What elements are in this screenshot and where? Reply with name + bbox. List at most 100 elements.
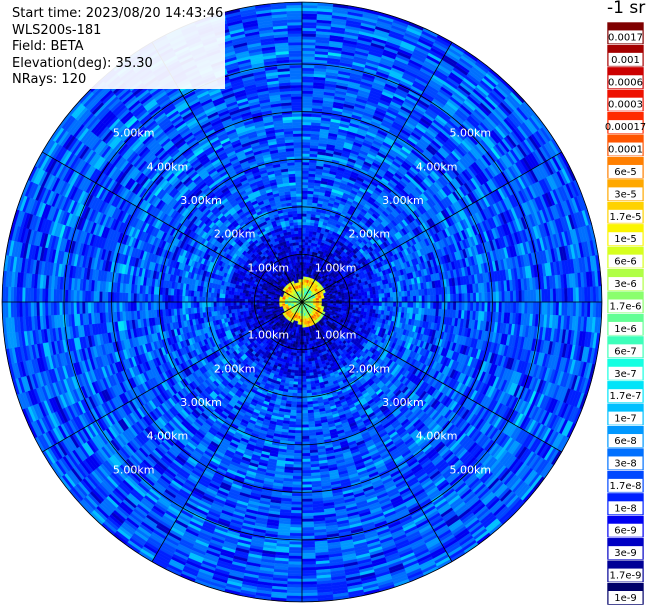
field-cell (544, 289, 547, 302)
field-cell (465, 302, 468, 311)
field-cell (465, 293, 468, 302)
field-cell (302, 216, 306, 219)
field-cell (562, 302, 565, 316)
field-cell (302, 22, 317, 25)
field-cell (302, 239, 305, 242)
field-cell (416, 296, 419, 302)
field-cell (476, 293, 479, 302)
field-cell (482, 292, 485, 302)
field-cell (402, 297, 405, 302)
field-cell (302, 119, 312, 122)
field-cell (359, 302, 362, 305)
field-cell (584, 302, 587, 317)
field-cell (530, 290, 533, 302)
field-cell (519, 302, 522, 314)
field-cell (302, 134, 311, 137)
field-cell (396, 302, 399, 307)
field-cell (376, 294, 379, 298)
field-cell (573, 288, 576, 302)
field-cell (382, 298, 385, 302)
field-cell (487, 302, 490, 312)
field-cell (359, 305, 362, 308)
field-cell (368, 298, 371, 302)
field-cell (365, 302, 368, 305)
field-cell (302, 105, 312, 108)
field-cell (584, 287, 587, 302)
field-cell (342, 298, 345, 300)
field-cell (350, 305, 353, 308)
field-cell (302, 179, 308, 182)
field-cell (302, 196, 308, 199)
field-cell (433, 295, 436, 302)
field-cell (359, 299, 362, 302)
field-cell (393, 307, 396, 312)
field-cell (473, 293, 476, 302)
field-cell (302, 45, 315, 48)
field-cell (453, 294, 456, 302)
field-cell (533, 290, 536, 302)
field-cell (564, 302, 567, 316)
field-cell (522, 302, 525, 314)
field-cell (302, 171, 309, 174)
field-cell (567, 302, 570, 316)
field-cell (527, 290, 530, 302)
field-cell (302, 76, 314, 79)
field-cell (302, 28, 316, 31)
field-cell (302, 108, 312, 111)
field-cell (302, 236, 305, 239)
field-cell (473, 302, 476, 311)
field-cell (505, 302, 508, 313)
field-cell (388, 297, 391, 302)
field-cell (499, 302, 502, 312)
field-cell (302, 111, 312, 114)
field-cell (353, 305, 356, 308)
field-cell (459, 294, 462, 302)
field-cell (302, 211, 307, 214)
field-cell (405, 296, 408, 302)
field-cell (485, 292, 488, 302)
field-cell (482, 302, 485, 312)
field-cell (302, 213, 307, 216)
field-cell (430, 302, 433, 309)
field-cell (427, 302, 430, 309)
field-cell (556, 302, 559, 315)
field-cell (368, 302, 371, 306)
field-cell (516, 302, 519, 313)
field-cell (302, 245, 305, 248)
field-cell (496, 292, 499, 302)
field-cell (302, 219, 306, 222)
field-cell (302, 182, 308, 185)
field-cell (302, 56, 315, 59)
field-cell (302, 54, 315, 57)
field-cell (302, 25, 317, 28)
field-cell (353, 299, 356, 302)
field-cell (550, 302, 553, 315)
field-cell (382, 293, 385, 297)
field-cell (379, 302, 382, 306)
field-cell (462, 302, 465, 311)
field-cell (502, 302, 505, 313)
field-cell (302, 142, 310, 145)
field-cell (353, 294, 356, 297)
field-cell (306, 216, 311, 219)
field-cell (302, 91, 313, 94)
field-cell (393, 292, 396, 297)
field-cell (419, 302, 422, 308)
field-cell (408, 302, 411, 308)
field-cell (306, 225, 310, 228)
field-cell (302, 168, 309, 171)
field-cell (362, 305, 365, 308)
field-cell (522, 290, 525, 302)
field-cell (370, 298, 373, 302)
field-cell (382, 306, 385, 310)
field-cell (302, 136, 311, 139)
field-cell (556, 289, 559, 302)
field-cell (479, 302, 482, 311)
field-cell (302, 128, 311, 131)
field-cell (305, 236, 309, 239)
field-cell (436, 302, 439, 309)
field-cell (302, 82, 314, 85)
field-cell (306, 219, 310, 222)
field-cell (399, 297, 402, 302)
